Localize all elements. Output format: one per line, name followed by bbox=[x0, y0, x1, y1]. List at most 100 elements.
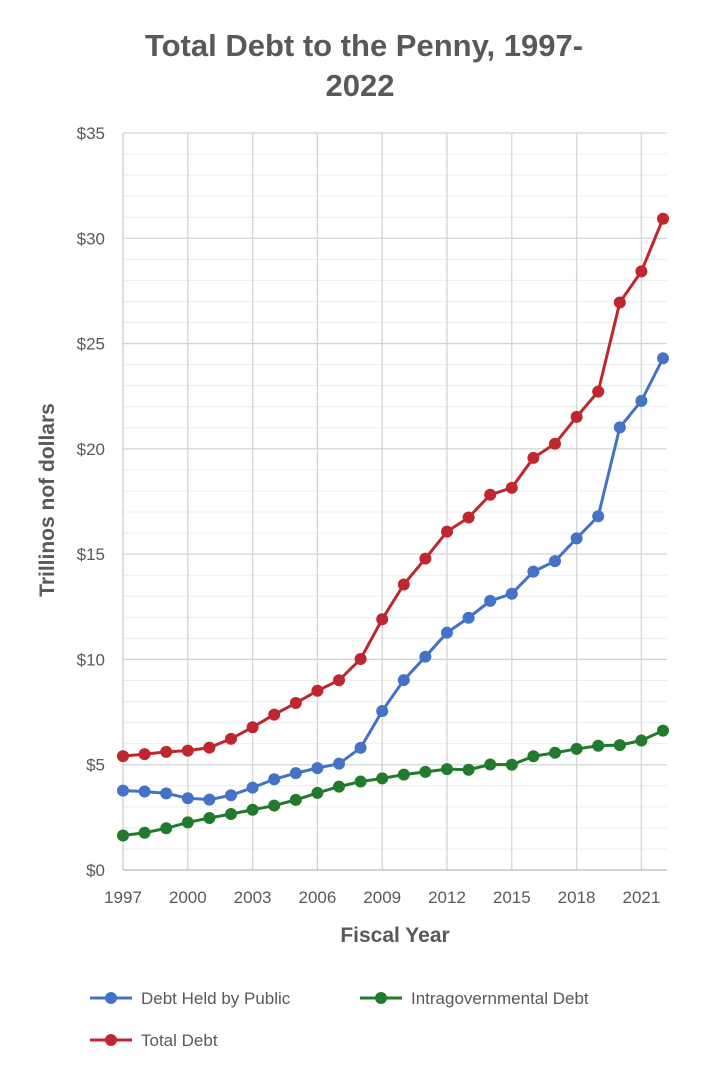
data-point bbox=[268, 773, 281, 786]
data-point bbox=[419, 552, 432, 565]
legend-label: Intragovernmental Debt bbox=[411, 989, 589, 1008]
data-point bbox=[613, 739, 626, 752]
data-point bbox=[484, 594, 497, 607]
data-point bbox=[376, 613, 389, 626]
data-point bbox=[289, 697, 302, 710]
y-tick-label: $15 bbox=[77, 545, 105, 564]
data-point bbox=[181, 744, 194, 757]
data-point bbox=[246, 721, 259, 734]
data-point bbox=[397, 578, 410, 591]
data-point bbox=[462, 763, 475, 776]
legend-swatch-marker bbox=[375, 992, 387, 1004]
data-point bbox=[505, 587, 518, 600]
y-tick-label: $25 bbox=[77, 335, 105, 354]
x-tick-label: 2006 bbox=[298, 888, 336, 907]
y-tick-label: $20 bbox=[77, 440, 105, 459]
data-point bbox=[397, 768, 410, 781]
data-point bbox=[505, 758, 518, 771]
data-point bbox=[181, 792, 194, 805]
data-point bbox=[333, 780, 345, 793]
legend-item: Total Debt bbox=[90, 1031, 218, 1050]
data-point bbox=[657, 724, 669, 737]
data-point bbox=[268, 708, 281, 721]
data-point bbox=[484, 488, 497, 501]
data-point bbox=[268, 799, 281, 812]
x-tick-label: 2009 bbox=[363, 888, 401, 907]
data-point bbox=[570, 742, 583, 755]
data-point bbox=[225, 807, 237, 820]
data-point bbox=[203, 793, 216, 806]
chart-title-line-1: Total Debt to the Penny, 1997- bbox=[145, 28, 583, 63]
data-point bbox=[419, 765, 432, 778]
series-line bbox=[122, 218, 665, 758]
legend-item: Intragovernmental Debt bbox=[360, 989, 589, 1008]
data-point bbox=[289, 793, 302, 806]
data-point bbox=[203, 811, 216, 824]
data-point bbox=[505, 481, 518, 494]
data-point bbox=[117, 750, 129, 763]
data-point bbox=[592, 385, 605, 398]
x-tick-label: 1997 bbox=[104, 888, 142, 907]
legend-item: Debt Held by Public bbox=[90, 989, 291, 1008]
data-point bbox=[117, 784, 129, 797]
series-intragovernmental-debt bbox=[117, 724, 669, 842]
data-point bbox=[462, 511, 475, 524]
data-point bbox=[635, 734, 648, 747]
data-point bbox=[203, 741, 216, 754]
data-point bbox=[354, 775, 367, 788]
data-point bbox=[138, 748, 151, 761]
data-point bbox=[549, 746, 561, 759]
y-tick-label: $35 bbox=[77, 124, 105, 143]
y-tick-label: $30 bbox=[77, 229, 105, 248]
data-point bbox=[613, 296, 626, 309]
x-tick-label: 2015 bbox=[493, 888, 531, 907]
data-point bbox=[549, 437, 561, 450]
y-axis-label: Trillinos nof dollars bbox=[36, 403, 59, 597]
data-point bbox=[225, 789, 237, 802]
data-point bbox=[441, 763, 453, 776]
chart-title-line-2: 2022 bbox=[326, 68, 395, 103]
data-point bbox=[570, 410, 583, 423]
data-point bbox=[527, 750, 540, 763]
data-point bbox=[376, 772, 389, 785]
data-point bbox=[462, 611, 475, 624]
y-tick-label: $0 bbox=[86, 861, 105, 880]
y-tick-label: $5 bbox=[86, 756, 105, 775]
data-point bbox=[311, 762, 324, 775]
data-point bbox=[354, 653, 367, 666]
data-point bbox=[397, 674, 410, 687]
data-point bbox=[635, 394, 648, 407]
data-point bbox=[354, 741, 367, 754]
x-tick-label: 2003 bbox=[234, 888, 272, 907]
legend-swatch-marker bbox=[105, 1034, 117, 1046]
data-point bbox=[138, 826, 151, 839]
data-point bbox=[592, 739, 605, 752]
x-tick-label: 2000 bbox=[169, 888, 207, 907]
series-line bbox=[122, 357, 665, 802]
data-point bbox=[246, 803, 259, 816]
data-point bbox=[657, 212, 669, 225]
data-point bbox=[160, 745, 173, 758]
data-point bbox=[419, 650, 432, 663]
series-total-debt bbox=[117, 212, 669, 763]
data-point bbox=[376, 705, 389, 718]
series-debt-held-by-public bbox=[117, 352, 669, 806]
data-point bbox=[549, 555, 561, 568]
data-point bbox=[311, 684, 324, 697]
x-tick-label: 2018 bbox=[558, 888, 596, 907]
data-point bbox=[527, 451, 540, 464]
data-point bbox=[657, 352, 669, 365]
data-point bbox=[441, 525, 453, 538]
legend-swatch-marker bbox=[105, 992, 117, 1004]
data-point bbox=[138, 785, 151, 798]
data-point bbox=[333, 757, 345, 770]
data-point bbox=[441, 626, 453, 639]
data-point bbox=[484, 758, 497, 771]
x-tick-label: 2021 bbox=[622, 888, 660, 907]
data-point bbox=[527, 565, 540, 578]
data-point bbox=[225, 732, 237, 745]
data-point bbox=[592, 510, 605, 523]
data-point bbox=[246, 781, 259, 794]
data-point bbox=[311, 786, 324, 799]
